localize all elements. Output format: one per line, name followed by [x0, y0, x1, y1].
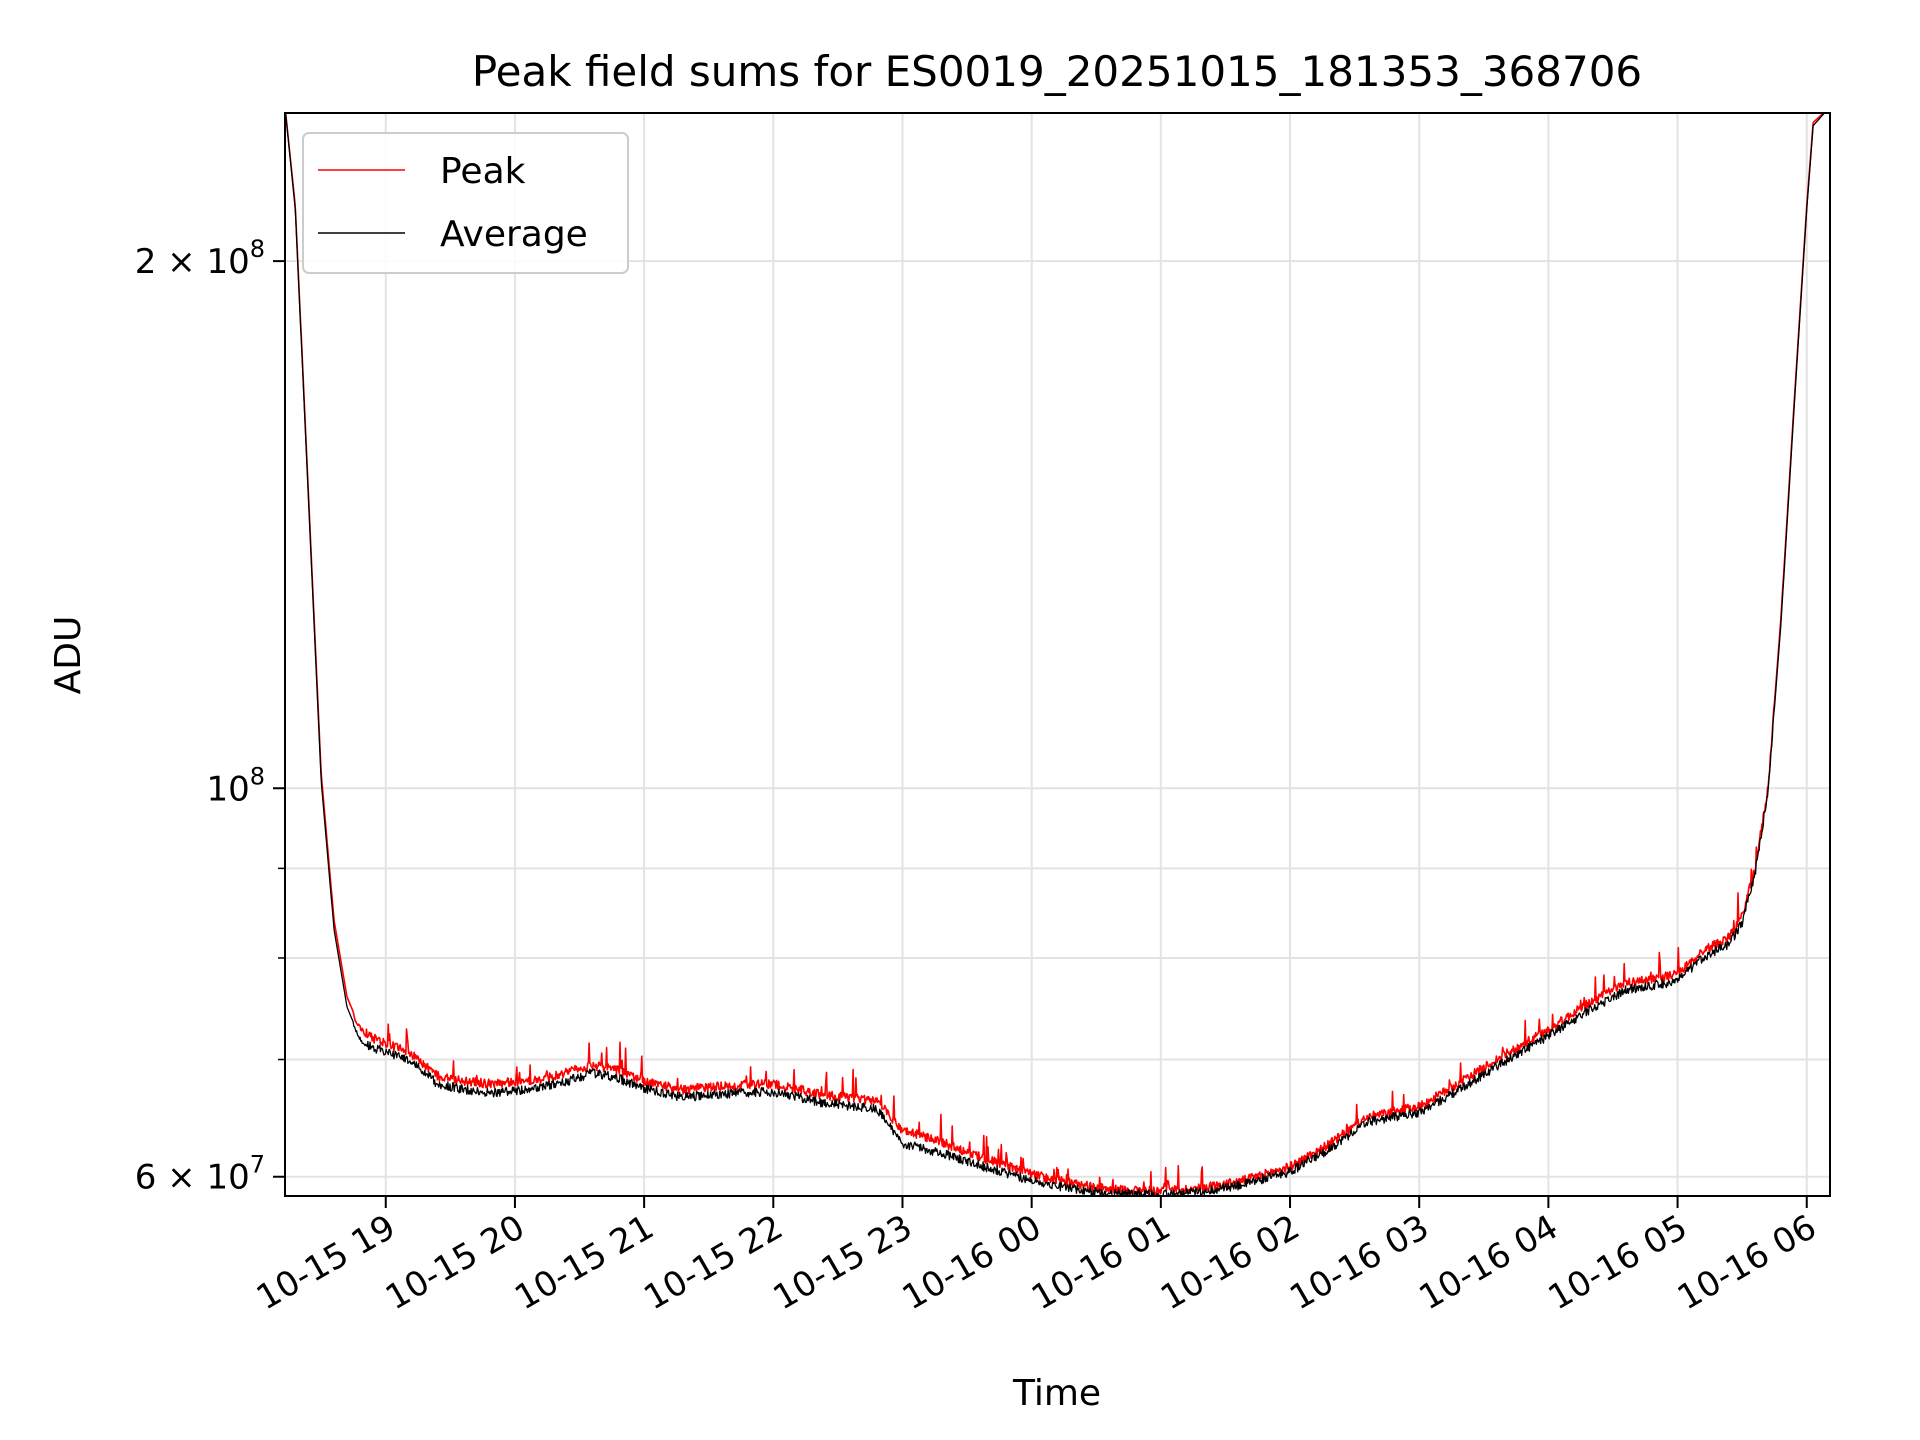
legend-box: [302, 132, 629, 274]
legend-label-peak: Peak: [440, 151, 526, 192]
series-line-average: [285, 113, 1826, 1196]
y-tick-label: 2 × 108: [135, 235, 265, 282]
y-tick-label: 108: [206, 762, 265, 809]
plot-frame: [284, 112, 1831, 1197]
legend: Peak Average: [302, 132, 629, 274]
y-axis-label: ADU: [48, 616, 89, 695]
series-line-peak: [285, 113, 1825, 1196]
series-layer: [285, 113, 1826, 1196]
chart-title: Peak field sums for ES0019_20251015_1813…: [472, 47, 1642, 96]
legend-label-average: Average: [440, 214, 588, 255]
y-axis: 6 × 107 108 2 × 108: [135, 235, 285, 1198]
y-tick-label: 6 × 107: [135, 1151, 265, 1198]
x-axis-label: Time: [1012, 1373, 1101, 1414]
